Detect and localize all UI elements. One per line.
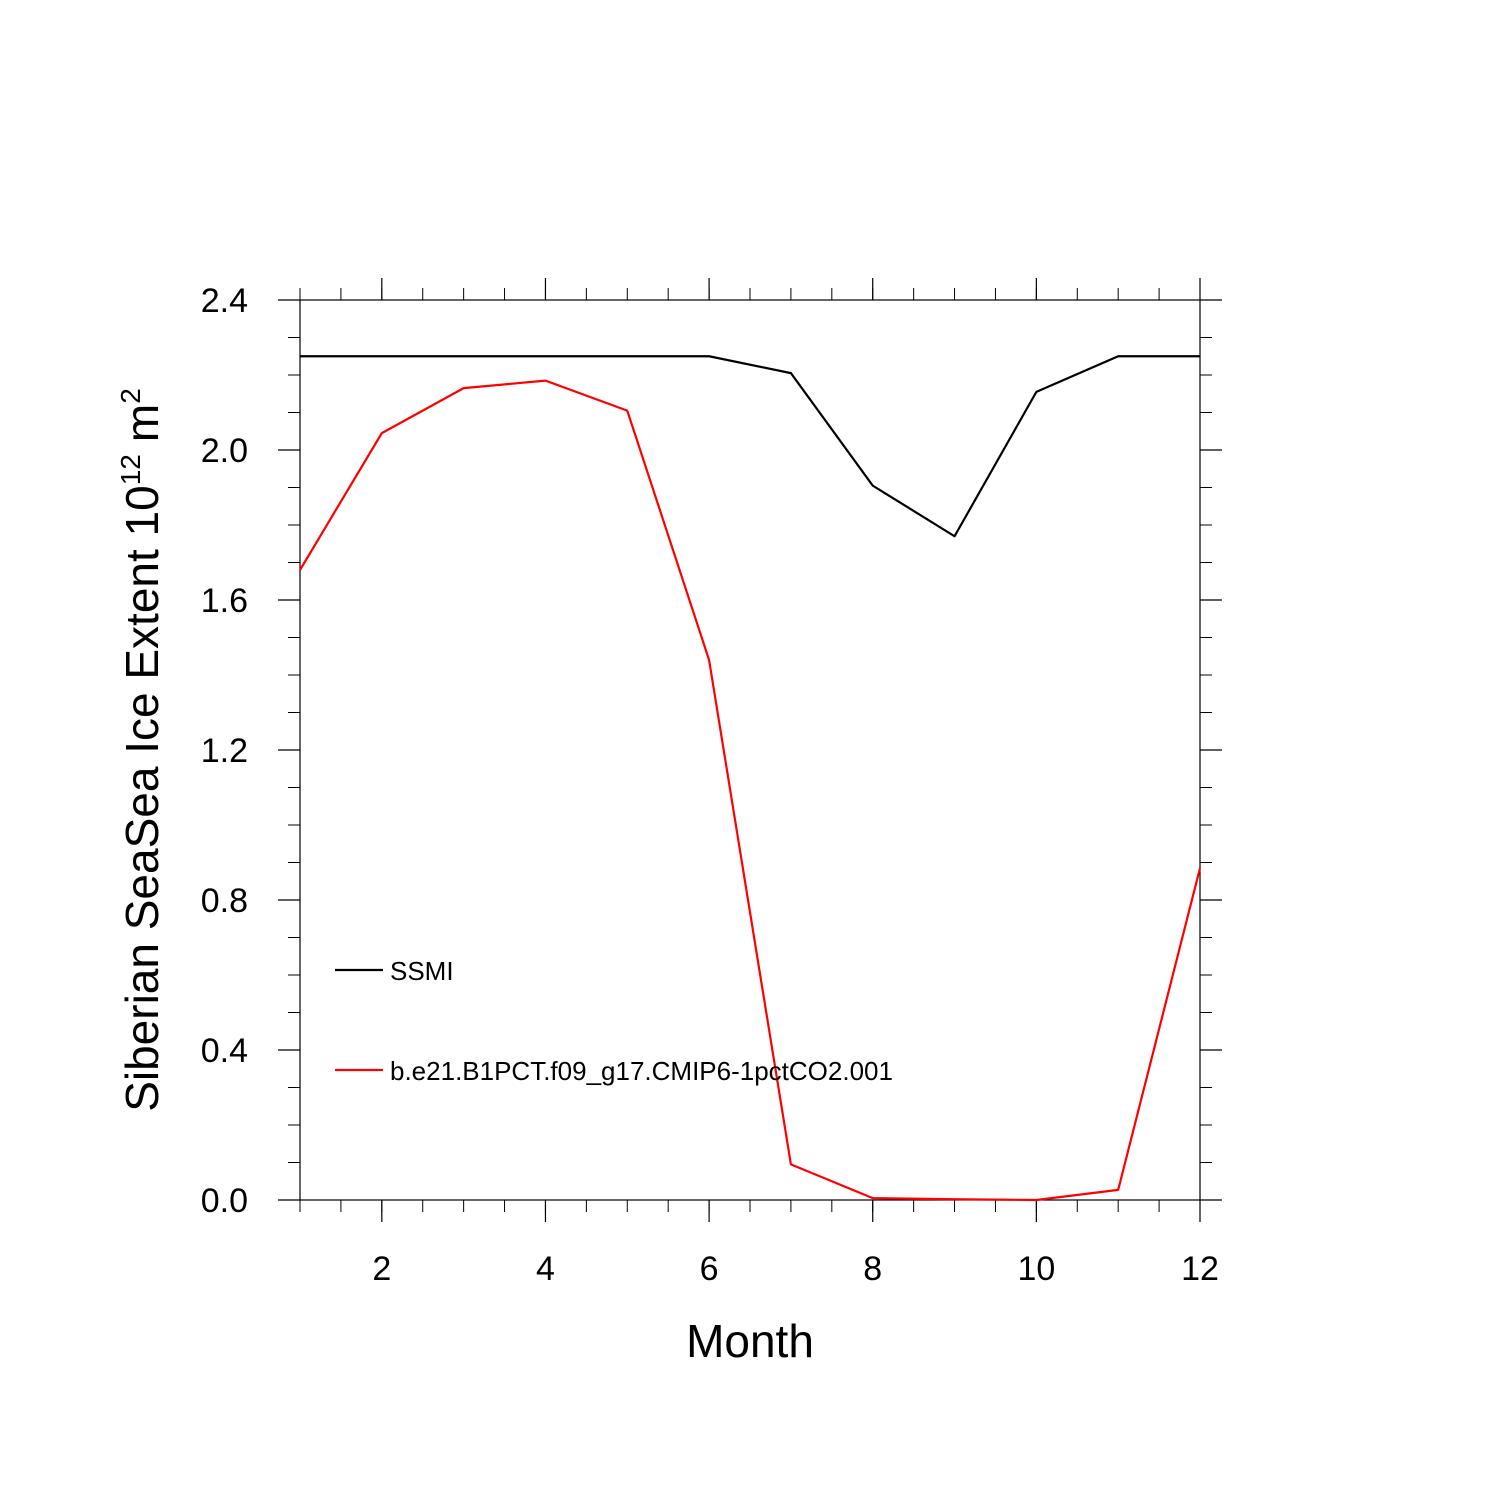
- y-tick-label: 2.0: [201, 432, 248, 470]
- series-layer: [299, 355, 1202, 1202]
- series-line-model: [299, 379, 1202, 1202]
- y-tick-label: 0.8: [201, 882, 248, 920]
- x-tick-label: 12: [1181, 1250, 1219, 1288]
- legend-label-model: b.e21.B1PCT.f09_g17.CMIP6-1pctCO2.001: [390, 1056, 893, 1086]
- x-axis-title: Month: [686, 1315, 814, 1367]
- y-axis-title-unit: m: [116, 404, 168, 442]
- legend: SSMI b.e21.B1PCT.f09_g17.CMIP6-1pctCO2.0…: [335, 956, 893, 1086]
- y-tick-label: 1.2: [201, 732, 248, 770]
- legend-label-ssmi: SSMI: [390, 956, 454, 986]
- y-tick-labels: 0.0 0.4 0.8 1.2 1.6 2.0 2.4: [201, 282, 248, 1220]
- x-tick-label: 8: [863, 1250, 882, 1288]
- x-tick-label: 4: [536, 1250, 555, 1288]
- y-tick-label: 1.6: [201, 582, 248, 620]
- x-tick-labels: 2 4 6 8 10 12: [372, 1250, 1219, 1288]
- plot-frame: [299, 299, 1201, 1201]
- series-line-ssmi: [300, 355, 1200, 538]
- y-axis-title-unit-exponent: 2: [115, 388, 146, 404]
- y-axis-title-exponent: 12: [115, 454, 146, 485]
- x-tick-label: 10: [1017, 1250, 1055, 1288]
- x-tick-label: 2: [372, 1250, 391, 1288]
- y-tick-label: 0.0: [201, 1182, 248, 1220]
- y-axis-title: Siberian SeaSea Ice Extent 1012 m2: [115, 388, 168, 1112]
- y-tick-label: 2.4: [201, 282, 248, 320]
- y-tick-label: 0.4: [201, 1032, 248, 1070]
- major-ticks: [278, 278, 1222, 1222]
- y-axis-title-main: Siberian SeaSea Ice Extent 10: [116, 485, 168, 1112]
- x-tick-label: 6: [700, 1250, 719, 1288]
